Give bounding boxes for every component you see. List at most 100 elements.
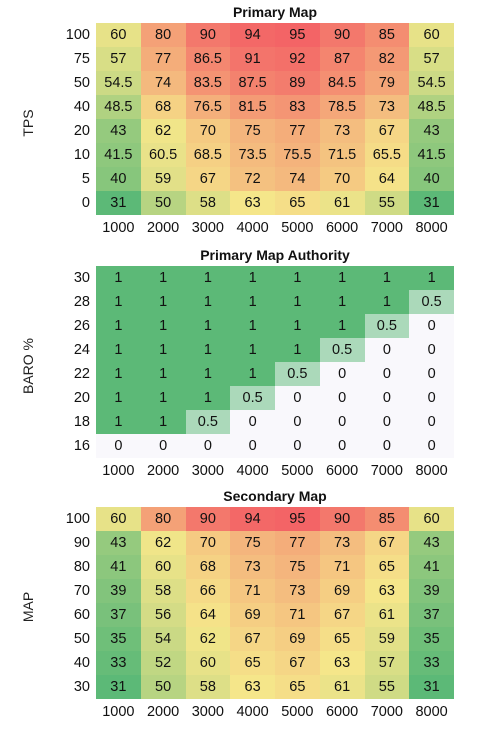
heatmap-cell: 90 [319,23,365,47]
heatmap-cell: 58 [140,579,186,603]
x-tick-label: 5000 [281,220,314,236]
heatmap-cell: 85 [364,23,410,47]
heatmap-cell: 75 [275,555,320,579]
heatmap-cell: 54.5 [409,71,454,95]
heatmap-cell: 66 [185,579,231,603]
heatmap-cell: 1 [275,290,320,314]
heatmap-cell: 90 [185,507,231,531]
heatmap-cell: 0.5 [275,362,320,386]
heatmap-cell: 41 [96,555,141,579]
chart-title: Secondary Map [223,488,327,504]
heatmap-cell: 87.5 [230,71,275,95]
heatmap-cell: 35 [409,627,454,651]
heatmap-cell: 74 [275,167,320,191]
y-tick-label: 26 [73,318,90,334]
heatmap-cell: 65 [275,675,320,699]
y-tick-label: 0 [81,195,90,211]
heatmap-cell: 1 [140,386,186,410]
heatmap-cell: 65.5 [364,143,410,167]
heatmap-cell: 83.5 [185,71,231,95]
heatmap-cell: 48.5 [409,95,454,119]
heatmap-cell: 75 [230,531,275,555]
heatmap-cell: 69 [319,579,365,603]
heatmap-cell: 68 [185,555,231,579]
heatmap-cell: 84.5 [319,71,365,95]
heatmap-cell: 1 [140,338,186,362]
heatmap-cell: 1 [185,386,231,410]
heatmap-cell: 82 [364,47,410,71]
heatmap-cell: 0 [319,410,365,434]
heatmap-cell: 71 [319,555,365,579]
heatmap-cell: 68 [140,95,186,119]
heatmap-cell: 0 [364,338,410,362]
heatmap-cell: 62 [140,119,186,143]
heatmap-cell: 79 [364,71,410,95]
y-tick-label: 22 [73,366,90,382]
heatmap-cell: 1 [275,338,320,362]
heatmap-cell: 0.5 [409,290,454,314]
heatmap-cell: 33 [409,651,454,675]
heatmap-cell: 0 [364,386,410,410]
x-tick-label: 6000 [325,220,359,236]
heatmap-cell: 43 [409,119,454,143]
heatmap-cell: 0 [409,338,454,362]
x-tick-label: 3000 [191,704,224,720]
heatmap-cell: 52 [140,651,186,675]
heatmap-cell: 0 [409,410,454,434]
heatmap-cell: 1 [96,290,141,314]
heatmap-cell: 59 [140,167,186,191]
heatmap-cell: 62 [185,627,231,651]
heatmap-cell: 67 [185,167,231,191]
heatmap-cell: 67 [364,119,410,143]
heatmap-cell: 57 [96,47,141,71]
heatmap-cell: 0 [364,410,410,434]
heatmap-cell: 60 [409,23,454,47]
y-tick-label: 20 [73,123,90,139]
heatmap-cell: 54 [140,627,186,651]
heatmap-cell: 57 [409,47,454,71]
heatmap-grid: 60 80 90 94 95 90 85 60 43 62 70 75 77 73 67 43 41 60 68 73… [96,507,454,699]
heatmap-cell: 1 [185,314,231,338]
heatmap-cell: 71.5 [319,143,365,167]
y-tick-label: 30 [73,270,90,286]
y-axis-label-text: BARO % [20,337,36,394]
heatmap-cell: 73 [364,95,410,119]
heatmap-cell: 35 [96,627,141,651]
heatmap-cell: 1 [96,410,141,434]
heatmap-cell: 1 [140,290,186,314]
heatmap-cell: 55 [364,675,410,699]
heatmap-cell: 61 [364,603,410,627]
heatmap-cell: 1 [319,266,365,290]
x-tick-label: 8000 [415,704,448,720]
heatmap-cell: 68.5 [185,143,231,167]
heatmap-cell: 41 [409,555,454,579]
heatmap-cell: 95 [275,23,320,47]
heatmap-cell: 1 [96,386,141,410]
heatmap-cell: 1 [230,290,275,314]
heatmap-cell: 1 [140,314,186,338]
y-tick-label: 90 [73,535,90,551]
y-tick-label: 28 [73,294,90,310]
y-tick-label: 70 [73,583,90,599]
heatmap-cell: 1 [230,338,275,362]
y-axis-label: TPS [20,109,36,136]
heatmap-cell: 40 [409,167,454,191]
heatmap-cell: 60 [409,507,454,531]
heatmap-cell: 31 [409,191,454,215]
y-tick-label: 24 [73,342,90,358]
heatmap-cell: 0.5 [185,410,231,434]
heatmap-cell: 1 [275,266,320,290]
heatmap-cell: 0 [230,410,275,434]
heatmap-cell: 63 [319,651,365,675]
heatmap-cell: 91 [230,47,275,71]
heatmap-cell: 0 [409,386,454,410]
heatmap-cell: 58 [185,191,231,215]
heatmap-cell: 33 [96,651,141,675]
heatmap-cell: 69 [275,627,320,651]
heatmap-cell: 50 [140,675,186,699]
heatmap-cell: 1 [319,290,365,314]
x-tick-label: 6000 [325,704,359,720]
heatmap-cell: 75 [230,119,275,143]
heatmap-cell: 90 [185,23,231,47]
heatmap-cell: 0.5 [364,314,410,338]
